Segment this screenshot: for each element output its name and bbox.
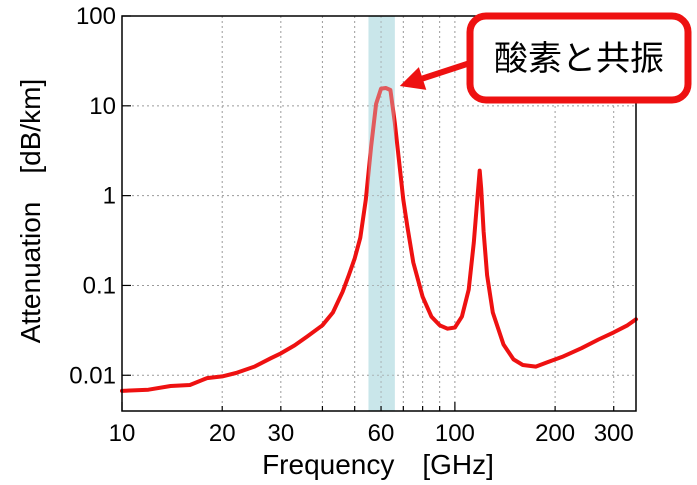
x-tick-label: 10 (109, 420, 136, 447)
callout-arrow-head (399, 67, 427, 90)
x-tick-label: 200 (535, 420, 575, 447)
callout-text: 酸素と共振 (494, 39, 664, 79)
plot-frame (121, 15, 637, 412)
y-axis-label: Attenuation [dB/km] (15, 79, 46, 344)
oxygen-resonance-callout: 酸素と共振 (399, 12, 692, 104)
highlight-band-layer (368, 16, 395, 411)
callout-arrow (419, 60, 473, 82)
highlight-overlay-layer (368, 16, 395, 411)
callout-box (466, 12, 692, 104)
y-tick-label: 10 (89, 93, 116, 120)
highlight-band-overlay (368, 16, 395, 411)
attenuation-series-line (120, 86, 638, 393)
x-axis-label: Frequency [GHz] (262, 449, 494, 480)
series-layer (120, 86, 638, 393)
x-tick-label: 20 (209, 420, 236, 447)
y-tick-label: 1 (103, 183, 116, 210)
highlight-band (368, 16, 395, 411)
plot-frame-layer (121, 15, 637, 412)
tick-label-layer: 10 20 30 60 100 200 300 0.01 0.1 1 10 100 (69, 3, 633, 447)
x-tick-label: 30 (267, 420, 294, 447)
y-tick-label: 0.01 (69, 362, 116, 389)
x-tick-label: 60 (368, 420, 395, 447)
x-tick-label: 100 (435, 420, 475, 447)
y-tick-label: 100 (76, 3, 116, 30)
y-tick-label: 0.1 (83, 272, 116, 299)
x-tick-label: 300 (594, 420, 634, 447)
